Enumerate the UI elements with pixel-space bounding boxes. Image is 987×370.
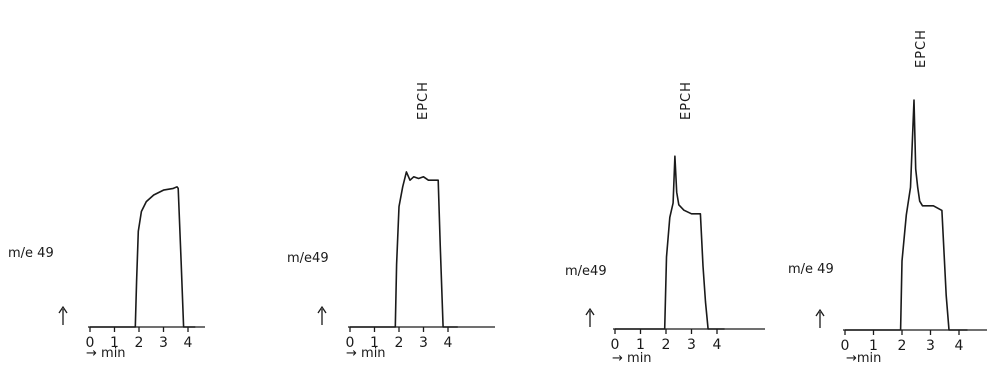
y-axis-label: m/e 49	[8, 246, 54, 261]
x-tick-label: 4	[444, 335, 453, 351]
up-arrow-icon	[815, 308, 825, 328]
x-tick-label: 4	[184, 335, 193, 351]
x-tick-label: 0	[86, 335, 95, 351]
chart-panel-2: 0 1 2 3 4 → min m/e49 EPCH	[287, 81, 495, 361]
x-tick-label: 3	[687, 337, 696, 353]
chart-panel-1: 0 1 2 3 4 → min m/e 49	[8, 186, 205, 361]
y-axis-label: m/e49	[565, 264, 607, 279]
x-tick-label: 3	[419, 335, 428, 351]
x-axis-label: → min	[346, 346, 386, 361]
peak-label: EPCH	[679, 81, 694, 120]
x-axis-label: → min	[86, 346, 126, 361]
x-tick-label: 2	[662, 337, 671, 353]
chart-panel-4: 0 1 2 3 4 →min m/e 49 EPCH	[788, 29, 987, 366]
y-axis-label: m/e49	[287, 251, 329, 266]
up-arrow-icon	[585, 307, 595, 327]
x-tick-label: 1	[110, 335, 119, 351]
x-tick-label: 0	[841, 338, 850, 354]
x-tick-label: 0	[346, 335, 355, 351]
x-tick-label: 1	[370, 335, 379, 351]
signal-trace	[350, 171, 458, 328]
up-arrow-icon	[58, 305, 68, 325]
signal-trace	[90, 186, 196, 328]
x-tick-label: 3	[926, 338, 935, 354]
x-axis-label: → min	[612, 351, 652, 366]
x-tick-label: 1	[869, 338, 878, 354]
x-tick-label: 2	[135, 335, 144, 351]
peak-label: EPCH	[416, 81, 431, 120]
x-tick-label: 4	[713, 337, 722, 353]
x-tick-label: 1	[636, 337, 645, 353]
x-tick-label: 0	[611, 337, 620, 353]
up-arrow-icon	[317, 305, 327, 325]
x-axis-label: →min	[846, 351, 881, 366]
x-tick-label: 4	[955, 338, 964, 354]
chart-panel-3: 0 1 2 3 4 → min m/e49 EPCH	[565, 81, 765, 366]
y-axis-label: m/e 49	[788, 262, 834, 277]
signal-trace	[615, 155, 725, 330]
x-tick-label: 2	[395, 335, 404, 351]
peak-label: EPCH	[914, 29, 929, 68]
x-tick-label: 2	[898, 338, 907, 354]
signal-trace	[845, 99, 968, 331]
x-tick-label: 3	[159, 335, 168, 351]
